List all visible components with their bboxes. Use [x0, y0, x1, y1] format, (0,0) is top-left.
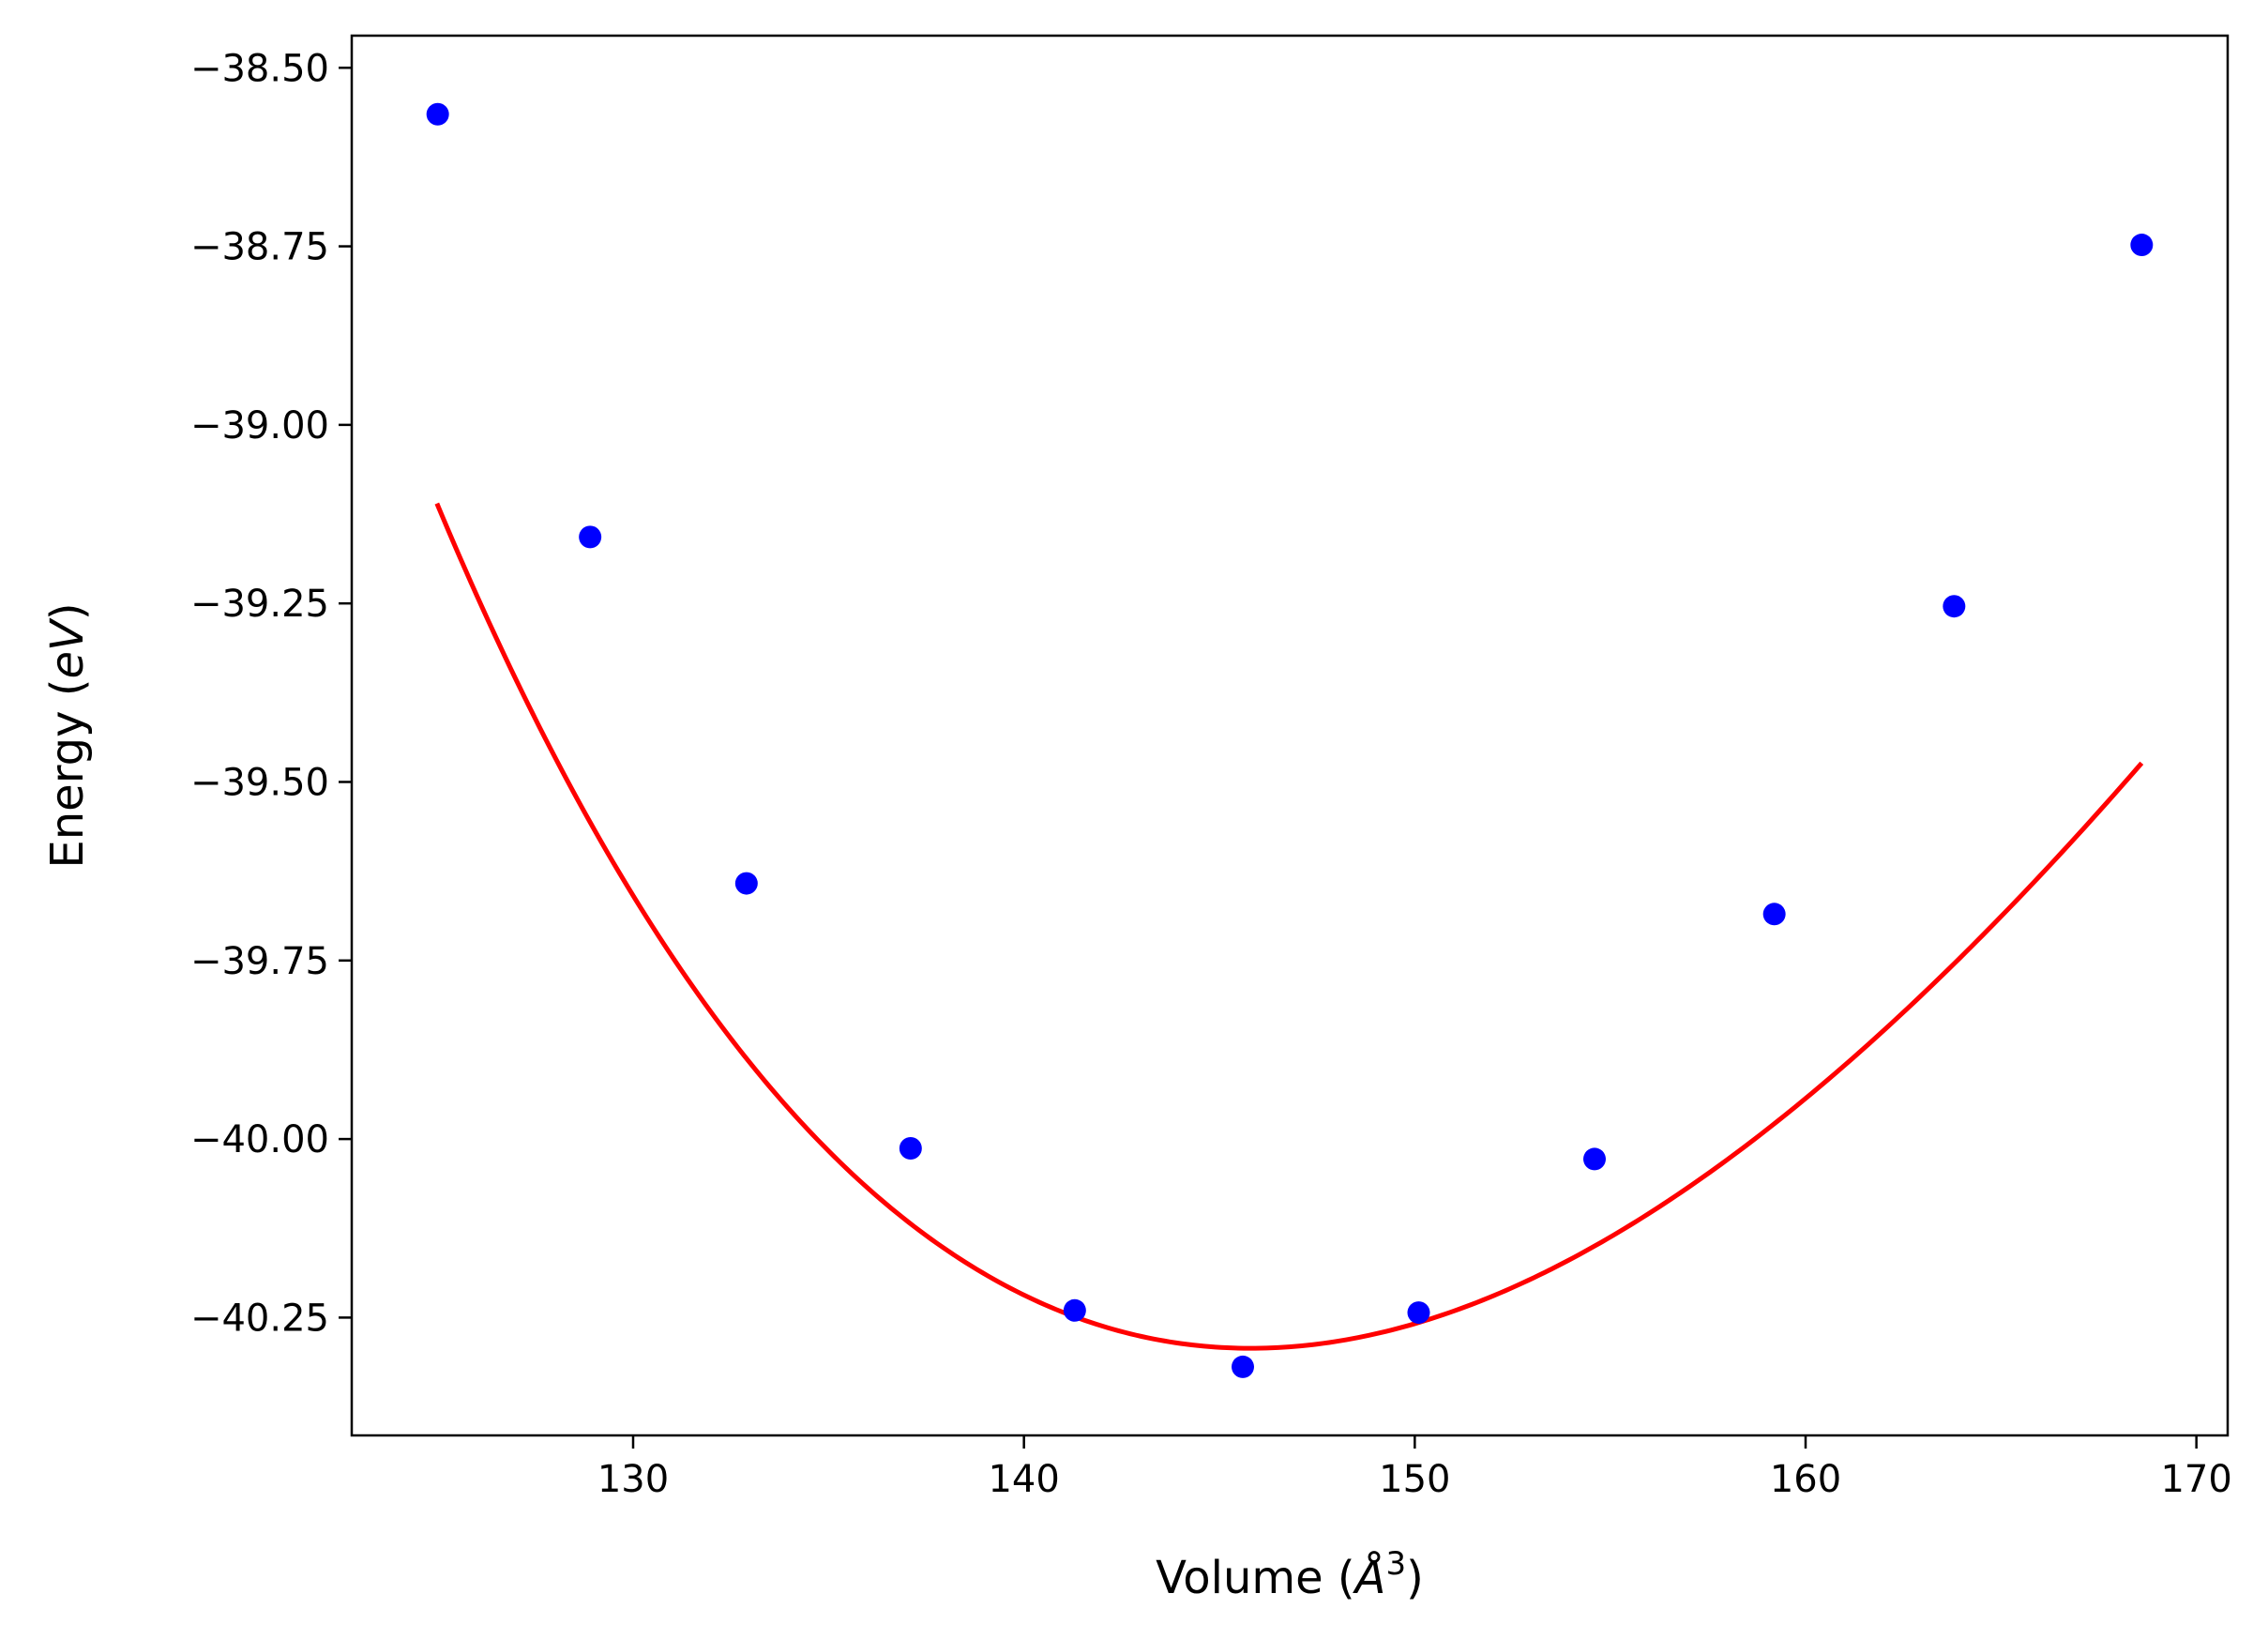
data-point	[579, 525, 602, 549]
x-axis-label-suffix: )	[1406, 1552, 1424, 1604]
y-axis: −38.50 −38.75 −39.00 −39.25 −39.50 −39.75 −40.…	[190, 47, 352, 1340]
data-point	[1762, 903, 1786, 926]
data-point	[2130, 234, 2154, 257]
x-axis-label-prefix: Volume (	[1156, 1552, 1355, 1604]
fit-curve-line	[434, 502, 2144, 1351]
y-tick-label: −38.50	[190, 47, 329, 90]
y-axis-label: Energy (eV)	[41, 602, 94, 868]
y-tick-label: −39.00	[190, 404, 329, 448]
x-tick-label: 130	[597, 1458, 669, 1501]
y-axis-label-suffix: )	[41, 602, 94, 620]
y-tick-label: −39.25	[190, 583, 329, 626]
x-axis: 130 140 150 160 170	[597, 1435, 2232, 1501]
data-point	[1232, 1355, 1254, 1378]
data-point	[1063, 1298, 1086, 1322]
data-point	[1583, 1147, 1606, 1171]
y-axis-label-prefix: Energy (	[41, 679, 94, 869]
x-tick-label: 150	[1379, 1458, 1450, 1501]
plot-frame	[350, 34, 2230, 1437]
y-tick-label: −40.25	[190, 1297, 329, 1340]
x-tick-label: 160	[1770, 1458, 1841, 1501]
x-tick-label: 140	[988, 1458, 1059, 1501]
plot-area	[426, 102, 2154, 1378]
data-point	[899, 1136, 922, 1160]
y-axis-label-unit: eV	[41, 617, 94, 679]
y-tick-label: −38.75	[190, 226, 329, 269]
data-point	[1943, 595, 1966, 618]
x-tick-label: 170	[2160, 1458, 2231, 1501]
fit-curve-layer	[434, 502, 2144, 1351]
y-tick-label: −39.75	[190, 940, 329, 983]
y-tick-label: −40.00	[190, 1118, 329, 1161]
x-axis-label: Volume (Å3)	[1156, 1545, 1424, 1604]
x-axis-label-unit-exponent: 3	[1385, 1545, 1406, 1583]
y-tick-label: −39.50	[190, 761, 329, 804]
data-point	[426, 102, 449, 126]
data-point	[1407, 1301, 1430, 1325]
x-axis-label-unit-symbol: Å	[1353, 1551, 1386, 1604]
data-point	[734, 872, 758, 895]
data-points-layer	[426, 102, 2154, 1378]
